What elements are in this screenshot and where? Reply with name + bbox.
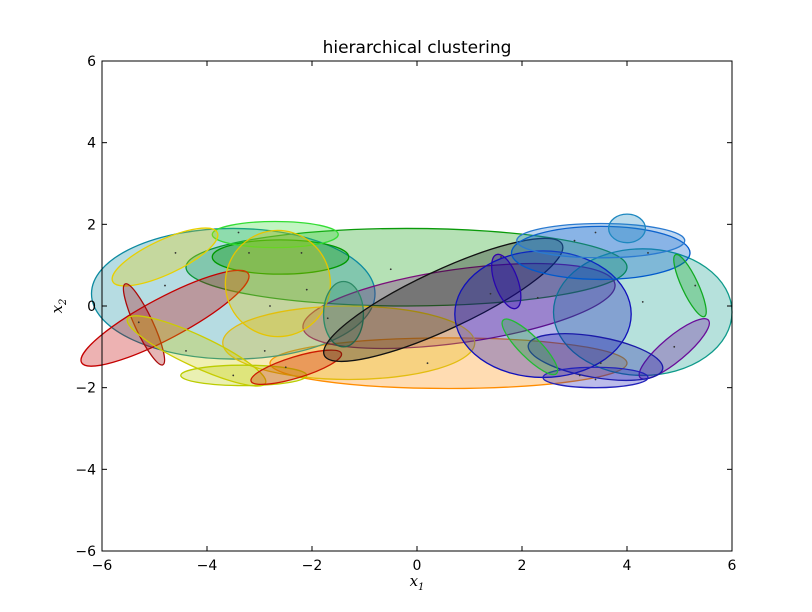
data-point-6 bbox=[237, 231, 240, 234]
cluster-ellipse-23 bbox=[673, 253, 707, 318]
cluster-ellipse-22 bbox=[607, 213, 647, 244]
data-point-17 bbox=[500, 256, 502, 258]
chart-title: hierarchical clustering bbox=[323, 38, 512, 58]
cluster-ellipse-25 bbox=[527, 333, 664, 382]
y-tick-label-4: 2 bbox=[87, 217, 96, 233]
x-axis-label-sub: 1 bbox=[418, 582, 424, 593]
data-point-24 bbox=[641, 301, 644, 303]
cluster-ellipse-16 bbox=[322, 280, 365, 348]
cluster-ellipse-12 bbox=[126, 315, 267, 387]
x-tick-label-1: −4 bbox=[197, 558, 218, 574]
x-axis-label-main: x bbox=[410, 572, 419, 590]
data-point-9 bbox=[269, 305, 271, 307]
data-point-16 bbox=[489, 292, 492, 295]
y-axis-label-sub: 2 bbox=[58, 299, 69, 306]
cluster-ellipse-14 bbox=[250, 349, 343, 386]
cluster-ellipse-24 bbox=[638, 318, 710, 380]
y-tick-label-5: 4 bbox=[87, 136, 96, 152]
cluster-ellipse-17 bbox=[322, 237, 564, 363]
data-point-8 bbox=[263, 350, 266, 352]
x-tick-label-2: −2 bbox=[302, 558, 323, 574]
data-point-21 bbox=[594, 231, 597, 234]
points-layer bbox=[137, 231, 697, 381]
cluster-ellipse-8 bbox=[211, 220, 339, 249]
x-tick-label-0: −6 bbox=[92, 558, 113, 574]
data-point-20 bbox=[578, 374, 581, 377]
y-tick-label-3: 0 bbox=[87, 299, 96, 315]
cluster-ellipse-27 bbox=[501, 318, 559, 376]
x-tick-label-6: 6 bbox=[728, 558, 737, 574]
cluster-ellipse-15 bbox=[224, 229, 332, 338]
data-point-26 bbox=[673, 345, 676, 348]
cluster-ellipse-2 bbox=[185, 227, 628, 307]
ticks-layer: −6 −4 −2 0 2 4 6 −6 −4 −2 0 2 4 6 bbox=[75, 54, 736, 574]
data-point-7 bbox=[248, 252, 250, 254]
cluster-ellipse-1 bbox=[269, 337, 628, 390]
data-point-5 bbox=[232, 374, 235, 377]
data-point-18 bbox=[536, 296, 539, 299]
y-tick-label-0: −6 bbox=[75, 544, 96, 560]
data-point-11 bbox=[300, 252, 303, 254]
data-point-13 bbox=[326, 317, 329, 320]
y-tick-label-1: −4 bbox=[75, 462, 96, 478]
data-point-23 bbox=[599, 362, 602, 365]
data-point-3 bbox=[174, 252, 177, 254]
ellipses-layer bbox=[80, 213, 733, 390]
data-point-15 bbox=[426, 362, 429, 365]
data-point-25 bbox=[647, 252, 649, 254]
data-point-27 bbox=[694, 284, 697, 287]
x-tick-label-5: 4 bbox=[623, 558, 632, 574]
cluster-ellipse-11 bbox=[122, 283, 166, 366]
data-point-14 bbox=[389, 268, 392, 271]
x-tick-label-3: 0 bbox=[413, 558, 422, 574]
cluster-ellipse-26 bbox=[542, 366, 649, 389]
cluster-ellipse-20 bbox=[510, 225, 691, 281]
cluster-ellipse-18 bbox=[490, 253, 522, 310]
y-tick-label-2: −2 bbox=[75, 381, 96, 397]
data-point-4 bbox=[185, 350, 187, 352]
data-point-2 bbox=[164, 284, 166, 287]
y-axis-label: x2 bbox=[48, 299, 69, 314]
data-point-10 bbox=[284, 366, 287, 369]
x-tick-label-4: 2 bbox=[518, 558, 527, 574]
data-point-19 bbox=[573, 239, 576, 242]
cluster-ellipse-7 bbox=[211, 239, 350, 275]
cluster-ellipse-3 bbox=[90, 227, 376, 360]
data-point-12 bbox=[305, 288, 308, 291]
y-axis-label-main: x bbox=[48, 304, 66, 313]
y-tick-label-6: 6 bbox=[87, 54, 96, 70]
cluster-ellipse-5 bbox=[222, 305, 476, 381]
cluster-ellipse-9 bbox=[111, 227, 219, 287]
data-point-1 bbox=[137, 321, 140, 324]
x-axis-label: x1 bbox=[410, 572, 425, 593]
cluster-ellipse-10 bbox=[80, 269, 250, 367]
cluster-ellipse-21 bbox=[516, 222, 686, 259]
data-point-22 bbox=[594, 378, 597, 381]
